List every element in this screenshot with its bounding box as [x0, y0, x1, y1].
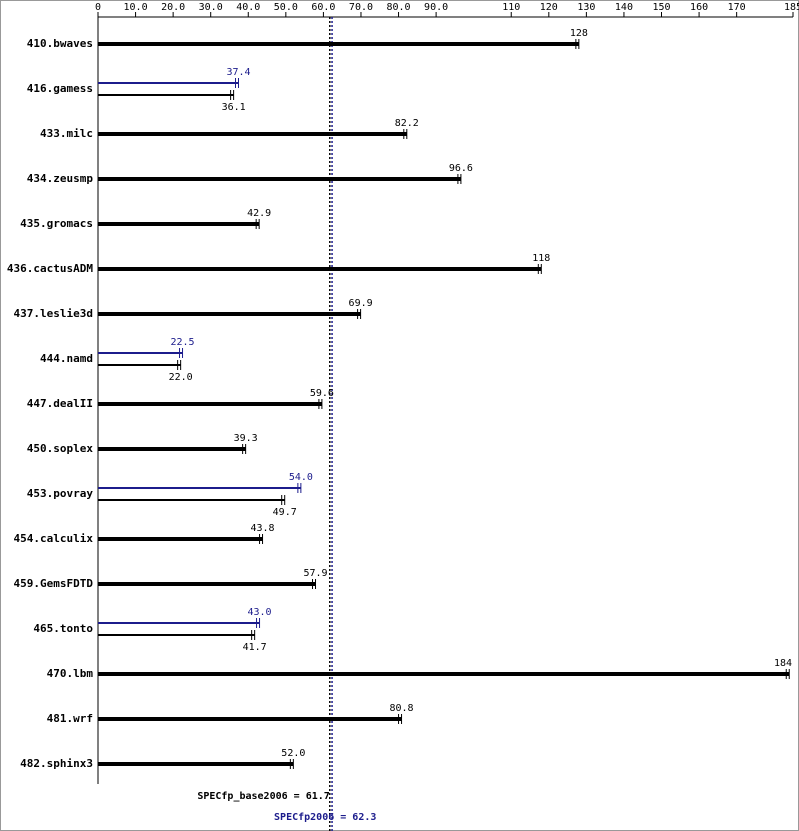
bar	[98, 672, 790, 676]
value-label: 82.2	[395, 118, 419, 129]
bar	[98, 82, 239, 84]
category-label: 453.povray	[27, 487, 94, 500]
bar	[98, 762, 294, 766]
category-label: 447.dealII	[27, 397, 93, 410]
bar	[98, 447, 246, 451]
value-label: 128	[570, 28, 588, 39]
value-label: 54.0	[289, 472, 313, 483]
x-tick-label: 130	[577, 2, 595, 13]
bar	[98, 499, 285, 501]
category-label: 436.cactusADM	[7, 262, 93, 275]
category-label: 481.wrf	[47, 712, 93, 725]
value-label: 42.9	[247, 208, 271, 219]
bar	[98, 94, 234, 96]
bar	[98, 537, 263, 541]
bar	[98, 42, 579, 46]
value-label: 118	[532, 253, 550, 264]
x-tick-label: 185	[784, 2, 799, 13]
bar	[98, 402, 322, 406]
x-tick-label: 90.0	[424, 2, 448, 13]
category-label: 434.zeusmp	[27, 172, 94, 185]
x-tick-label: 50.0	[274, 2, 298, 13]
value-label: 37.4	[226, 67, 250, 78]
category-label: 482.sphinx3	[20, 757, 93, 770]
x-tick-label: 0	[95, 2, 101, 13]
x-tick-label: 20.0	[161, 2, 185, 13]
x-tick-label: 70.0	[349, 2, 373, 13]
value-label: 184	[774, 658, 792, 669]
reference-label: SPECfp_base2006 = 61.7	[197, 791, 329, 802]
x-tick-label: 40.0	[236, 2, 260, 13]
category-label: 459.GemsFDTD	[14, 577, 94, 590]
category-label: 450.soplex	[27, 442, 94, 455]
value-label: 59.6	[310, 388, 334, 399]
value-label: 80.8	[389, 703, 413, 714]
bar	[98, 487, 301, 489]
x-tick-label: 150	[652, 2, 670, 13]
value-label: 43.0	[247, 607, 271, 618]
x-tick-label: 60.0	[311, 2, 335, 13]
category-label: 454.calculix	[14, 532, 94, 545]
bar	[98, 312, 361, 316]
x-tick-label: 80.0	[386, 2, 410, 13]
value-label: 57.9	[303, 568, 327, 579]
category-label: 433.milc	[40, 127, 93, 140]
bar	[98, 267, 542, 271]
bar	[98, 717, 402, 721]
bar	[98, 634, 255, 636]
x-tick-label: 30.0	[199, 2, 223, 13]
category-label: 416.gamess	[27, 82, 93, 95]
value-label: 43.8	[250, 523, 274, 534]
bar	[98, 177, 461, 181]
value-label: 52.0	[281, 748, 305, 759]
reference-label: SPECfp2006 = 62.3	[274, 812, 376, 823]
bar	[98, 222, 260, 226]
x-tick-label: 140	[615, 2, 633, 13]
x-tick-label: 120	[540, 2, 558, 13]
category-label: 444.namd	[40, 352, 93, 365]
value-label: 69.9	[349, 298, 373, 309]
bar	[98, 364, 181, 366]
bar	[98, 352, 183, 354]
value-label: 22.0	[169, 372, 193, 383]
category-label: 470.lbm	[47, 667, 94, 680]
x-tick-label: 110	[502, 2, 520, 13]
value-label: 96.6	[449, 163, 473, 174]
x-tick-label: 160	[690, 2, 708, 13]
value-label: 41.7	[243, 642, 267, 653]
x-tick-label: 10.0	[124, 2, 148, 13]
value-label: 22.5	[170, 337, 194, 348]
value-label: 36.1	[222, 102, 246, 113]
value-label: 39.3	[234, 433, 258, 444]
category-label: 437.leslie3d	[14, 307, 93, 320]
category-label: 465.tonto	[33, 622, 93, 635]
value-label: 49.7	[273, 507, 297, 518]
bar	[98, 132, 407, 136]
bar	[98, 622, 260, 624]
x-tick-label: 170	[728, 2, 746, 13]
category-label: 410.bwaves	[27, 37, 93, 50]
category-label: 435.gromacs	[20, 217, 93, 230]
bar	[98, 582, 316, 586]
